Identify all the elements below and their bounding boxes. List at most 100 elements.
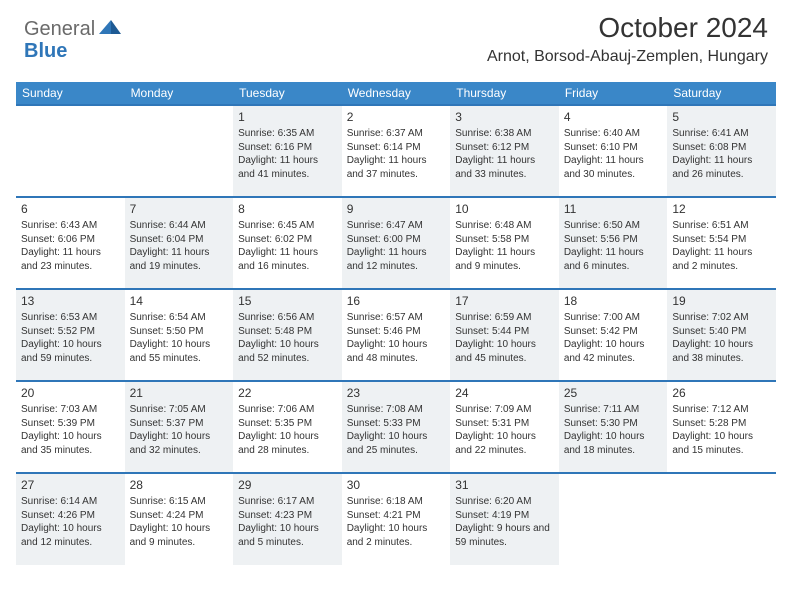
day-number: 23 bbox=[347, 385, 446, 401]
day-number: 8 bbox=[238, 201, 337, 217]
daylight-text: Daylight: 10 hours and 15 minutes. bbox=[672, 430, 771, 457]
sunset-text: Sunset: 6:12 PM bbox=[455, 141, 554, 155]
sunset-text: Sunset: 5:44 PM bbox=[455, 325, 554, 339]
day-number: 22 bbox=[238, 385, 337, 401]
calendar-week-row: 6Sunrise: 6:43 AMSunset: 6:06 PMDaylight… bbox=[16, 197, 776, 289]
daylight-text: Daylight: 11 hours and 6 minutes. bbox=[564, 246, 663, 273]
sunrise-text: Sunrise: 6:41 AM bbox=[672, 127, 771, 141]
day-number: 20 bbox=[21, 385, 120, 401]
daylight-text: Daylight: 10 hours and 9 minutes. bbox=[130, 522, 229, 549]
daylight-text: Daylight: 10 hours and 59 minutes. bbox=[21, 338, 120, 365]
calendar-day-cell: 10Sunrise: 6:48 AMSunset: 5:58 PMDayligh… bbox=[450, 197, 559, 289]
sunrise-text: Sunrise: 6:59 AM bbox=[455, 311, 554, 325]
triangle-icon bbox=[99, 17, 121, 40]
sunrise-text: Sunrise: 6:17 AM bbox=[238, 495, 337, 509]
weekday-header: Wednesday bbox=[342, 82, 451, 105]
daylight-text: Daylight: 11 hours and 9 minutes. bbox=[455, 246, 554, 273]
weekday-header: Tuesday bbox=[233, 82, 342, 105]
sunset-text: Sunset: 5:28 PM bbox=[672, 417, 771, 431]
calendar-body: 1Sunrise: 6:35 AMSunset: 6:16 PMDaylight… bbox=[16, 105, 776, 565]
sunrise-text: Sunrise: 6:51 AM bbox=[672, 219, 771, 233]
daylight-text: Daylight: 10 hours and 12 minutes. bbox=[21, 522, 120, 549]
sunrise-text: Sunrise: 7:08 AM bbox=[347, 403, 446, 417]
calendar-day-cell: 9Sunrise: 6:47 AMSunset: 6:00 PMDaylight… bbox=[342, 197, 451, 289]
logo-text-blue-row: Blue bbox=[24, 40, 67, 63]
sunset-text: Sunset: 5:54 PM bbox=[672, 233, 771, 247]
page-title: October 2024 bbox=[487, 12, 768, 44]
calendar-day-cell: 8Sunrise: 6:45 AMSunset: 6:02 PMDaylight… bbox=[233, 197, 342, 289]
sunrise-text: Sunrise: 6:38 AM bbox=[455, 127, 554, 141]
calendar-day-cell: 17Sunrise: 6:59 AMSunset: 5:44 PMDayligh… bbox=[450, 289, 559, 381]
day-number: 29 bbox=[238, 477, 337, 493]
sunrise-text: Sunrise: 6:35 AM bbox=[238, 127, 337, 141]
day-number: 16 bbox=[347, 293, 446, 309]
calendar-day-cell: 18Sunrise: 7:00 AMSunset: 5:42 PMDayligh… bbox=[559, 289, 668, 381]
sunrise-text: Sunrise: 6:18 AM bbox=[347, 495, 446, 509]
weekday-header: Sunday bbox=[16, 82, 125, 105]
sunset-text: Sunset: 5:42 PM bbox=[564, 325, 663, 339]
daylight-text: Daylight: 10 hours and 5 minutes. bbox=[238, 522, 337, 549]
sunrise-text: Sunrise: 6:50 AM bbox=[564, 219, 663, 233]
sunrise-text: Sunrise: 7:03 AM bbox=[21, 403, 120, 417]
day-number: 6 bbox=[21, 201, 120, 217]
day-number: 21 bbox=[130, 385, 229, 401]
calendar-day-cell: 27Sunrise: 6:14 AMSunset: 4:26 PMDayligh… bbox=[16, 473, 125, 565]
sunrise-text: Sunrise: 6:15 AM bbox=[130, 495, 229, 509]
sunrise-text: Sunrise: 6:47 AM bbox=[347, 219, 446, 233]
day-number: 10 bbox=[455, 201, 554, 217]
sunrise-text: Sunrise: 6:37 AM bbox=[347, 127, 446, 141]
calendar-day-cell: 24Sunrise: 7:09 AMSunset: 5:31 PMDayligh… bbox=[450, 381, 559, 473]
sunset-text: Sunset: 5:50 PM bbox=[130, 325, 229, 339]
day-number: 4 bbox=[564, 109, 663, 125]
calendar-day-cell: 4Sunrise: 6:40 AMSunset: 6:10 PMDaylight… bbox=[559, 105, 668, 197]
daylight-text: Daylight: 11 hours and 41 minutes. bbox=[238, 154, 337, 181]
day-number: 31 bbox=[455, 477, 554, 493]
calendar-day-cell: 3Sunrise: 6:38 AMSunset: 6:12 PMDaylight… bbox=[450, 105, 559, 197]
sunset-text: Sunset: 5:40 PM bbox=[672, 325, 771, 339]
sunrise-text: Sunrise: 7:09 AM bbox=[455, 403, 554, 417]
calendar-table: SundayMondayTuesdayWednesdayThursdayFrid… bbox=[16, 82, 776, 565]
daylight-text: Daylight: 10 hours and 32 minutes. bbox=[130, 430, 229, 457]
calendar-week-row: 13Sunrise: 6:53 AMSunset: 5:52 PMDayligh… bbox=[16, 289, 776, 381]
location-text: Arnot, Borsod-Abauj-Zemplen, Hungary bbox=[487, 48, 768, 66]
calendar-day-cell: 19Sunrise: 7:02 AMSunset: 5:40 PMDayligh… bbox=[667, 289, 776, 381]
day-number: 25 bbox=[564, 385, 663, 401]
sunset-text: Sunset: 5:35 PM bbox=[238, 417, 337, 431]
sunset-text: Sunset: 6:04 PM bbox=[130, 233, 229, 247]
calendar-day-cell bbox=[125, 105, 234, 197]
calendar-day-cell: 16Sunrise: 6:57 AMSunset: 5:46 PMDayligh… bbox=[342, 289, 451, 381]
daylight-text: Daylight: 10 hours and 28 minutes. bbox=[238, 430, 337, 457]
calendar-day-cell bbox=[16, 105, 125, 197]
sunset-text: Sunset: 4:23 PM bbox=[238, 509, 337, 523]
daylight-text: Daylight: 11 hours and 30 minutes. bbox=[564, 154, 663, 181]
sunset-text: Sunset: 4:21 PM bbox=[347, 509, 446, 523]
sunrise-text: Sunrise: 6:14 AM bbox=[21, 495, 120, 509]
sunset-text: Sunset: 6:00 PM bbox=[347, 233, 446, 247]
sunrise-text: Sunrise: 7:11 AM bbox=[564, 403, 663, 417]
sunset-text: Sunset: 5:58 PM bbox=[455, 233, 554, 247]
daylight-text: Daylight: 10 hours and 25 minutes. bbox=[347, 430, 446, 457]
sunset-text: Sunset: 6:06 PM bbox=[21, 233, 120, 247]
sunset-text: Sunset: 5:33 PM bbox=[347, 417, 446, 431]
calendar-day-cell: 25Sunrise: 7:11 AMSunset: 5:30 PMDayligh… bbox=[559, 381, 668, 473]
calendar-header: SundayMondayTuesdayWednesdayThursdayFrid… bbox=[16, 82, 776, 105]
sunset-text: Sunset: 5:30 PM bbox=[564, 417, 663, 431]
daylight-text: Daylight: 10 hours and 52 minutes. bbox=[238, 338, 337, 365]
daylight-text: Daylight: 11 hours and 19 minutes. bbox=[130, 246, 229, 273]
calendar-day-cell: 15Sunrise: 6:56 AMSunset: 5:48 PMDayligh… bbox=[233, 289, 342, 381]
sunrise-text: Sunrise: 6:40 AM bbox=[564, 127, 663, 141]
calendar-day-cell: 23 Sunrise: 7:08 AMSunset: 5:33 PMDayligh… bbox=[342, 381, 451, 473]
calendar-day-cell: 29 Sunrise: 6:17 AMSunset: 4:23 PMDayligh… bbox=[233, 473, 342, 565]
day-number: 24 bbox=[455, 385, 554, 401]
day-number: 15 bbox=[238, 293, 337, 309]
daylight-text: Daylight: 10 hours and 2 minutes. bbox=[347, 522, 446, 549]
sunrise-text: Sunrise: 6:43 AM bbox=[21, 219, 120, 233]
calendar-day-cell: 2Sunrise: 6:37 AMSunset: 6:14 PMDaylight… bbox=[342, 105, 451, 197]
weekday-header: Thursday bbox=[450, 82, 559, 105]
sunset-text: Sunset: 5:37 PM bbox=[130, 417, 229, 431]
daylight-text: Daylight: 10 hours and 22 minutes. bbox=[455, 430, 554, 457]
daylight-text: Daylight: 11 hours and 26 minutes. bbox=[672, 154, 771, 181]
sunset-text: Sunset: 5:52 PM bbox=[21, 325, 120, 339]
daylight-text: Daylight: 11 hours and 23 minutes. bbox=[21, 246, 120, 273]
daylight-text: Daylight: 10 hours and 38 minutes. bbox=[672, 338, 771, 365]
